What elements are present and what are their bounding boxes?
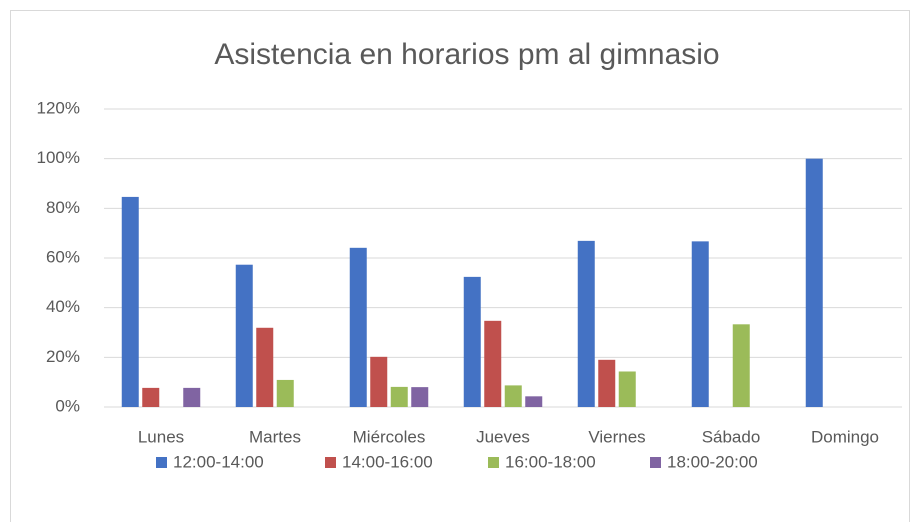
bar (121, 196, 139, 407)
y-tick-label: 0% (55, 396, 80, 415)
legend-swatch (488, 457, 499, 468)
bar (577, 240, 595, 407)
legend-label: 18:00-20:00 (667, 452, 758, 471)
y-tick-label: 40% (46, 297, 80, 316)
bar (618, 371, 636, 407)
bar (390, 386, 408, 407)
bar (691, 241, 709, 407)
y-tick-label: 20% (46, 347, 80, 366)
x-tick-label: Miércoles (353, 427, 426, 446)
legend-swatch (325, 457, 336, 468)
bar (463, 276, 481, 407)
bar (504, 385, 522, 407)
x-tick-label: Domingo (811, 427, 879, 446)
chart-border (10, 10, 910, 522)
bar (276, 379, 294, 407)
bar (484, 320, 502, 407)
bar (598, 359, 616, 407)
bar (183, 387, 201, 407)
legend-label: 12:00-14:00 (173, 452, 264, 471)
x-tick-label: Jueves (476, 427, 530, 446)
bar (256, 327, 274, 407)
x-tick-label: Martes (249, 427, 301, 446)
bar (732, 324, 750, 407)
legend-swatch (156, 457, 167, 468)
x-tick-label: Sábado (702, 427, 761, 446)
bar (235, 264, 253, 407)
bar (349, 247, 367, 407)
legend-swatch (650, 457, 661, 468)
x-tick-label: Lunes (138, 427, 184, 446)
bar (805, 158, 823, 407)
y-tick-label: 100% (37, 148, 80, 167)
bar (142, 387, 160, 407)
bar (411, 387, 429, 407)
legend-label: 16:00-18:00 (505, 452, 596, 471)
x-tick-label: Viernes (588, 427, 645, 446)
y-tick-label: 80% (46, 198, 80, 217)
chart-title: Asistencia en horarios pm al gimnasio (214, 38, 719, 71)
bar (525, 396, 543, 407)
legend-label: 14:00-16:00 (342, 452, 433, 471)
y-tick-label: 120% (37, 98, 80, 117)
bar (370, 356, 388, 407)
y-tick-label: 60% (46, 247, 80, 266)
